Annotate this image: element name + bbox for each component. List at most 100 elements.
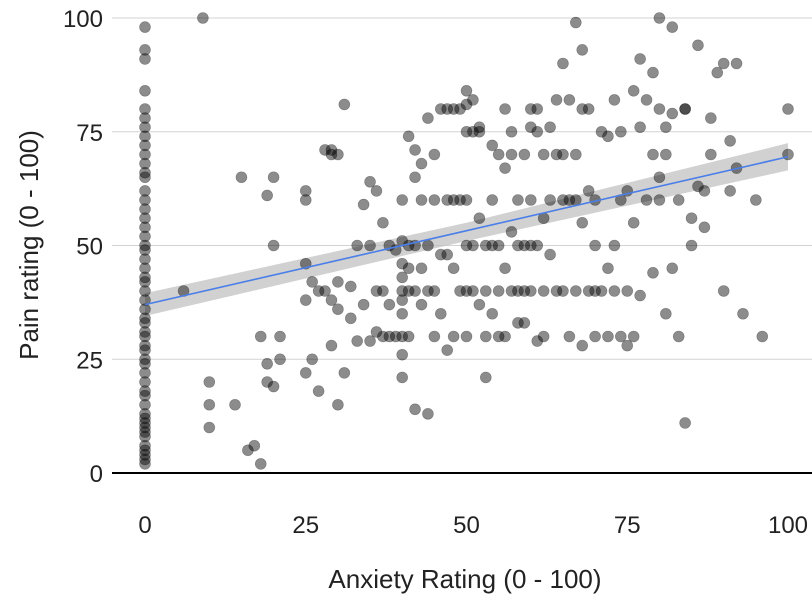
data-point: [499, 262, 511, 275]
data-point: [357, 298, 370, 311]
data-point: [139, 421, 151, 434]
data-point: [570, 148, 582, 161]
data-point: [557, 148, 569, 161]
data-point: [203, 376, 216, 388]
data-point: [402, 330, 415, 343]
data-point: [473, 125, 486, 138]
data-point: [505, 125, 518, 138]
data-point: [139, 103, 151, 115]
x-axis-ticks: 0 25 50 75 100: [138, 512, 808, 539]
data-point: [576, 44, 589, 56]
data-point: [492, 330, 505, 343]
data-point: [698, 221, 711, 234]
data-point: [595, 285, 608, 297]
data-point: [139, 430, 151, 443]
data-point: [582, 185, 595, 197]
data-point: [512, 317, 524, 329]
data-point: [550, 148, 563, 161]
data-point: [602, 262, 614, 275]
data-point: [666, 107, 679, 120]
y-tick-label-0: 0: [90, 461, 103, 488]
data-point: [608, 285, 621, 297]
data-point: [460, 239, 473, 252]
data-point: [563, 330, 576, 343]
data-point: [139, 194, 151, 206]
data-point: [434, 307, 447, 320]
data-point: [473, 212, 486, 224]
data-point: [325, 148, 338, 161]
data-point: [570, 194, 582, 206]
data-point: [139, 458, 151, 470]
data-point: [396, 371, 409, 384]
data-point: [589, 239, 601, 252]
data-point: [505, 285, 518, 297]
data-point: [492, 239, 505, 252]
data-point: [139, 389, 151, 402]
x-tick-label-50: 50: [453, 512, 480, 539]
y-tick-label-25: 25: [76, 347, 103, 374]
data-point: [139, 426, 151, 438]
data-point: [717, 57, 730, 70]
data-point: [364, 335, 376, 347]
data-point: [640, 94, 653, 106]
data-point: [306, 353, 318, 366]
data-point: [396, 330, 409, 343]
data-point: [486, 139, 499, 152]
data-point: [338, 367, 351, 379]
data-point: [203, 421, 216, 434]
data-point: [139, 262, 151, 275]
data-point: [325, 294, 338, 306]
trend-line: [144, 155, 789, 306]
data-point: [647, 148, 659, 161]
data-point: [274, 330, 286, 343]
data-point: [139, 230, 151, 243]
data-point: [550, 94, 563, 106]
data-point: [299, 367, 312, 379]
data-point: [203, 398, 216, 411]
data-point: [139, 276, 151, 288]
data-point: [409, 171, 421, 184]
data-point: [518, 239, 531, 252]
data-point: [428, 194, 441, 206]
data-point: [524, 194, 537, 206]
data-point: [396, 194, 409, 206]
data-point: [486, 239, 499, 252]
data-point: [422, 408, 434, 420]
data-point: [563, 94, 576, 106]
data-point: [460, 285, 473, 297]
data-point: [724, 135, 736, 147]
data-point: [139, 417, 151, 429]
data-point: [422, 112, 434, 124]
data-point: [531, 125, 544, 138]
data-point: [248, 439, 261, 452]
data-point: [467, 285, 479, 297]
data-point: [621, 285, 634, 297]
data-point: [139, 130, 151, 143]
data-point: [139, 398, 151, 411]
confidence-band: [145, 143, 788, 317]
confidence-band-layer: [145, 143, 788, 317]
data-point: [312, 285, 325, 297]
data-point: [261, 189, 273, 202]
data-point: [370, 185, 383, 197]
data-point: [139, 376, 151, 388]
y-tick-label-100: 100: [63, 6, 103, 33]
data-point: [544, 121, 556, 133]
data-point: [139, 439, 151, 452]
data-point: [589, 330, 601, 343]
data-point: [338, 98, 351, 111]
data-point: [447, 262, 460, 275]
data-point: [653, 103, 666, 115]
data-point: [531, 103, 544, 115]
data-point: [460, 98, 473, 111]
data-point: [139, 294, 151, 306]
data-point: [139, 312, 151, 325]
data-point: [570, 285, 582, 297]
data-point: [602, 330, 614, 343]
data-point: [479, 285, 492, 297]
data-point: [685, 239, 698, 252]
data-point: [441, 248, 454, 261]
data-point: [267, 171, 280, 184]
data-point: [454, 285, 466, 297]
data-point: [705, 148, 717, 161]
